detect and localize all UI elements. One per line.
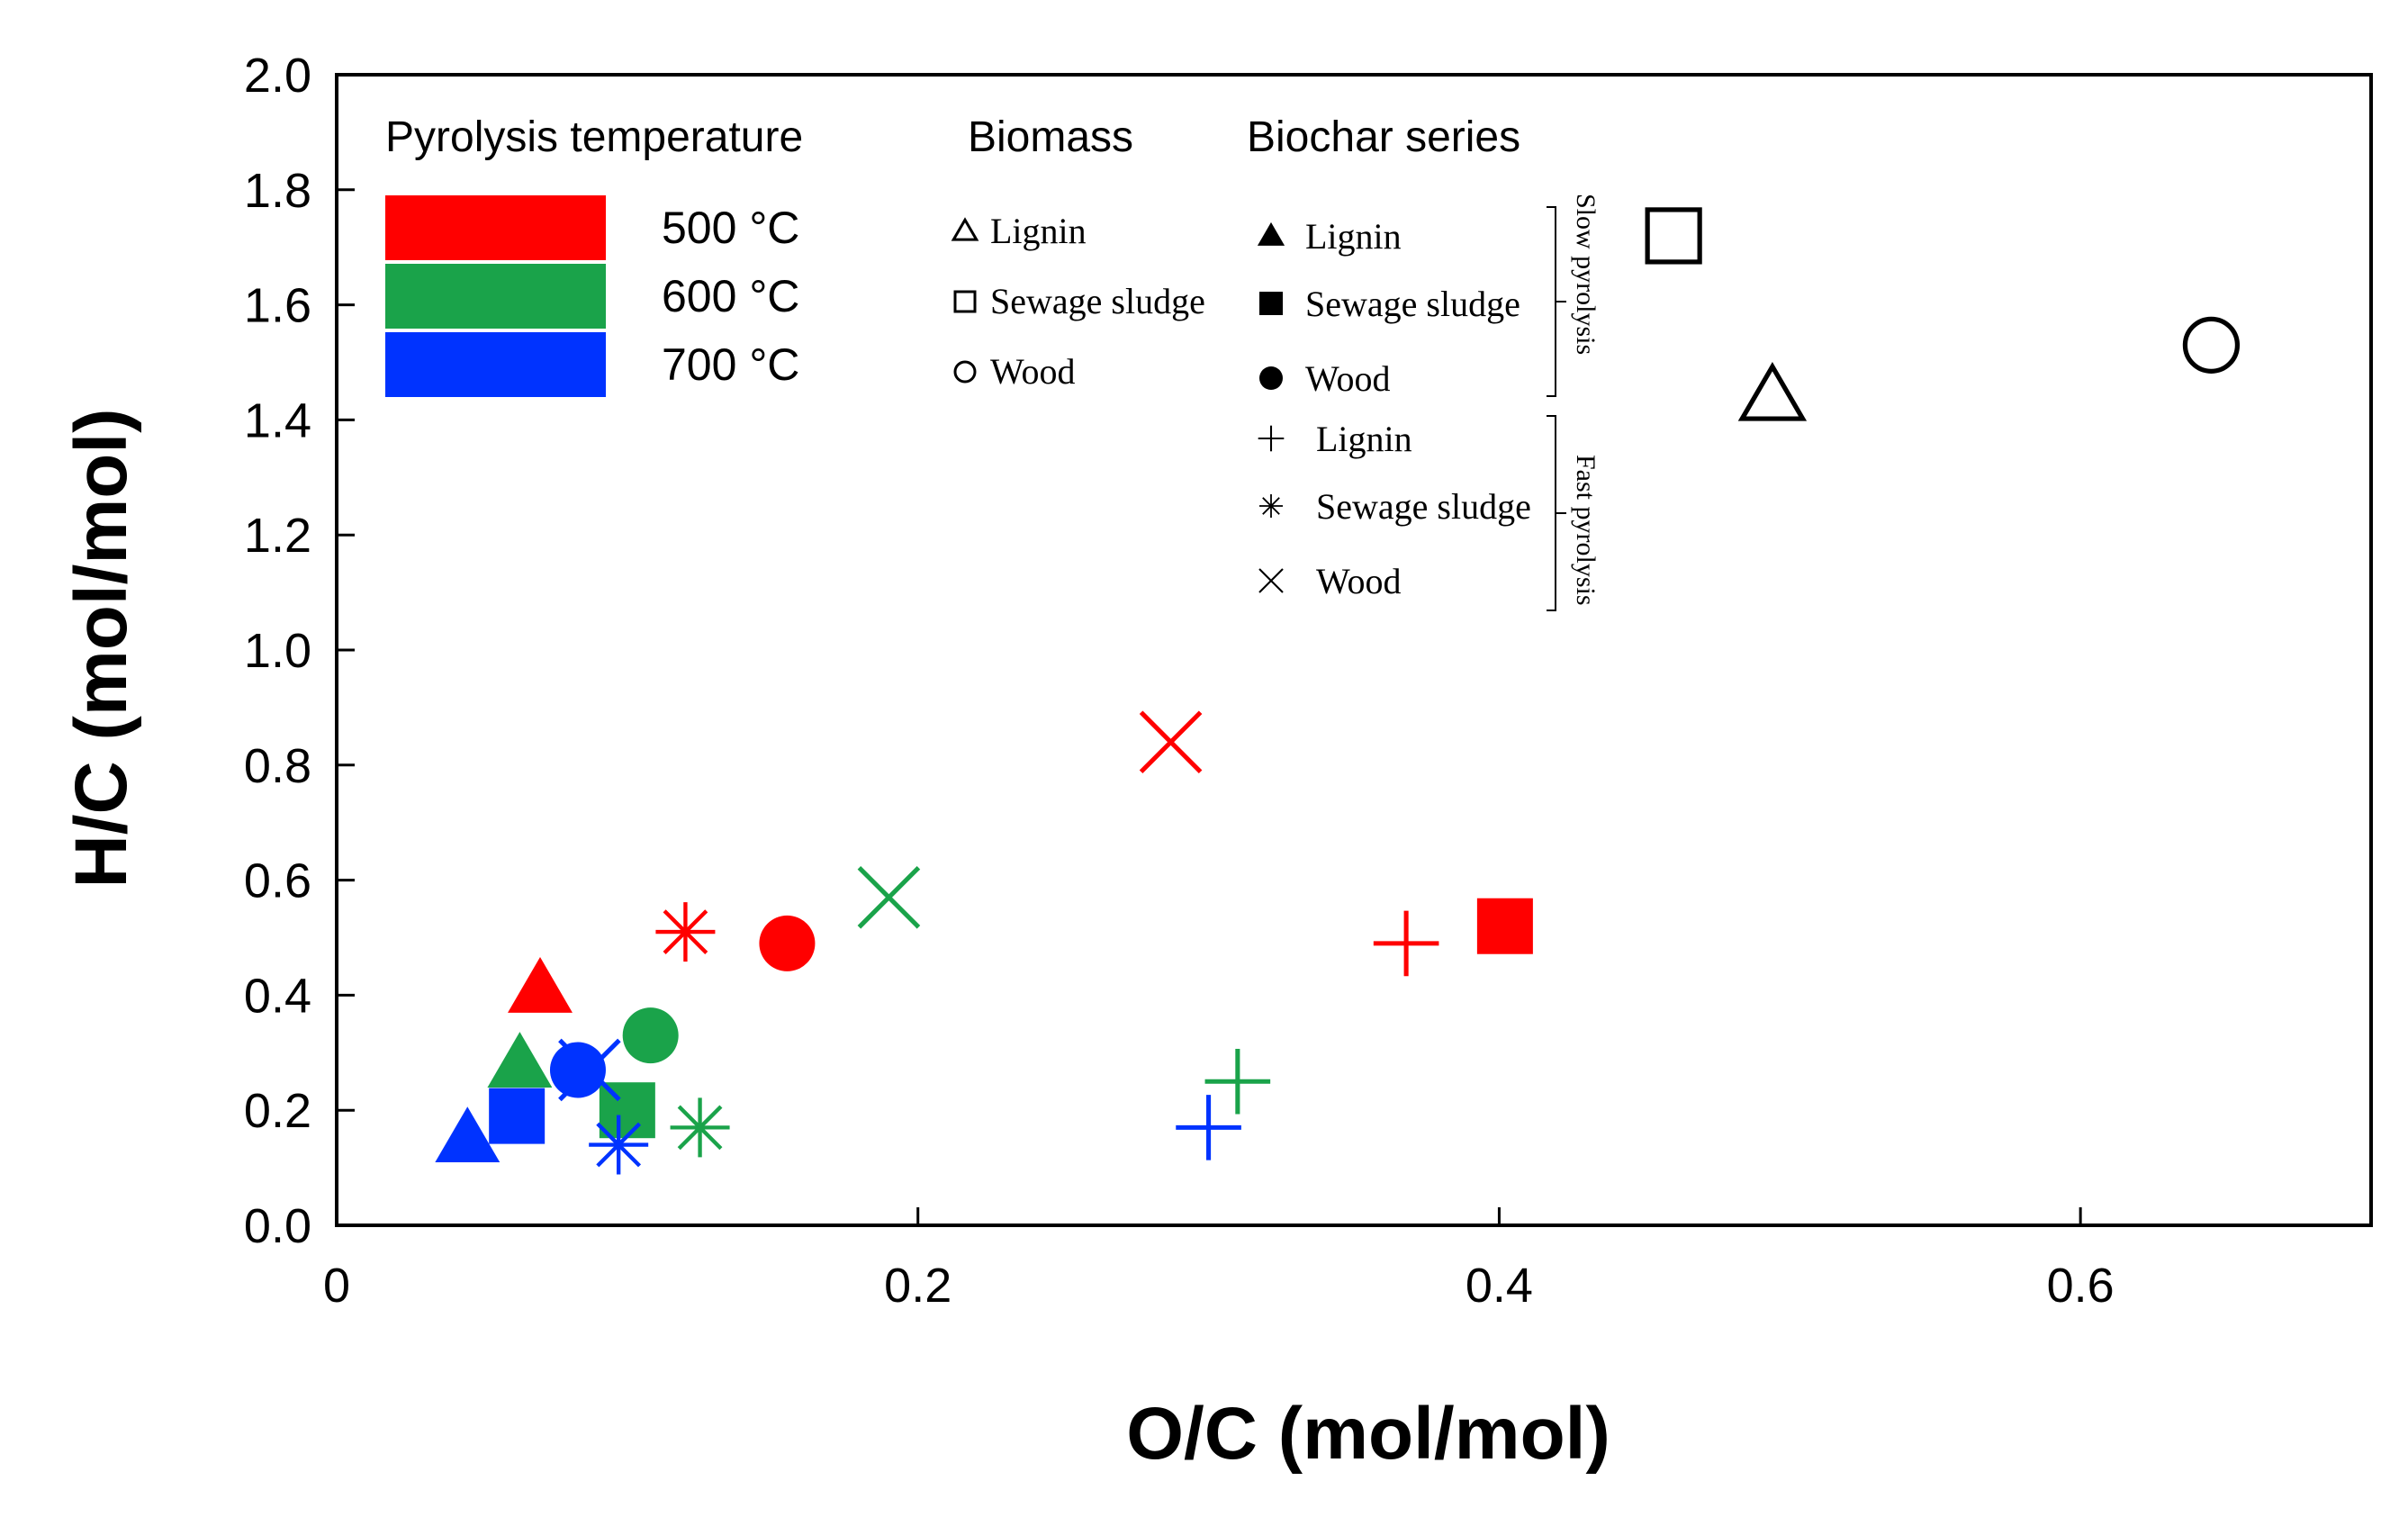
data-point [1176,1095,1241,1160]
legend-biomass-title: Biomass [968,113,1133,161]
data-point [759,915,816,971]
data-point [1373,910,1439,977]
data-point [1204,1048,1271,1115]
bracket-slow-pyrolysis [1547,206,1566,397]
x-tick-label: 0.6 [2047,1259,2115,1313]
legend-biochar-marker [1259,366,1283,390]
x-axis-title: O/C (mol/mol) [1126,1393,1610,1475]
legend-biochar-marker [1258,568,1284,593]
legend-biomass-marker [953,290,977,313]
legend-temperature-swatch [385,264,606,329]
legend-temperature-title: Pyrolysis temperature [385,113,803,161]
data-point [435,1106,501,1163]
legend-biochar-label: Lignin [1316,419,1412,459]
y-tick-label: 1.4 [244,393,311,447]
y-tick-label: 0.4 [244,969,311,1023]
y-axis: 0.0 0.2 0.4 0.6 0.8 1.0 1.2 1.4 1.6 1.8 2.0 [244,49,355,1253]
legend-biochar-label: Wood [1305,358,1391,399]
y-tick-label: 0.2 [244,1084,311,1138]
x-tick-label: 0 [323,1259,350,1313]
bracket-fast-pyrolysis [1547,415,1566,611]
data-point [508,957,573,1013]
legend-biochar-marker [1258,425,1285,452]
data-point [1645,207,1702,265]
legend-biomass-marker [951,217,979,241]
legend-biochar-label: Wood [1316,561,1402,601]
legend-temperature-swatch [385,195,606,260]
data-point [549,1042,606,1098]
legend-temperature-label: 700 °C [662,339,799,390]
y-tick-label: 0.0 [244,1199,311,1253]
data-point [670,1097,730,1158]
legend-biomass-label: Lignin [990,211,1087,251]
x-tick-label: 0.2 [884,1259,951,1313]
y-tick-label: 1.6 [244,279,311,333]
y-tick-label: 1.8 [244,164,311,218]
legend-biomass-label: Wood [990,351,1076,392]
legend-biochar-label: Lignin [1305,216,1402,257]
data-point [622,1007,679,1064]
legend-biomass-marker [953,360,977,384]
data-points [435,207,2241,1175]
data-point [489,1088,546,1144]
data-point [2182,316,2241,374]
legend-biochar-label: Sewage sludge [1305,284,1520,324]
legend-biochar-marker [1259,292,1283,315]
y-tick-label: 1.0 [244,624,311,678]
legend-biochar-marker [1257,221,1285,246]
bracket-slow-label: Slow pyrolysis [1571,194,1601,355]
data-point [655,902,716,962]
data-point [1476,898,1533,954]
legend-biochar-label: Sewage sludge [1316,486,1531,527]
y-tick-label: 2.0 [244,49,311,103]
y-tick-label: 0.6 [244,854,311,908]
data-point [1139,710,1203,774]
legend-temperature-swatch [385,332,606,397]
x-tick-label: 0.4 [1466,1259,1533,1313]
legend-temperature-label: 500 °C [662,203,799,253]
y-axis-title: H/C (mol/mol) [60,409,142,889]
y-tick-label: 0.8 [244,739,311,793]
x-axis: 0 0.2 0.4 0.6 [323,1207,2115,1313]
data-point [857,865,921,929]
legend-biochar-title: Biochar series [1247,113,1520,161]
y-tick-label: 1.2 [244,509,311,563]
data-point [589,1115,649,1175]
legend: Pyrolysis temperature 500 °C 600 °C 700 °C B… [385,113,1601,611]
bracket-fast-label: Fast pyrolysis [1571,455,1601,606]
legend-biomass-label: Sewage sludge [990,281,1205,321]
legend-temperature-label: 600 °C [662,271,799,321]
legend-biochar-marker [1259,494,1283,518]
data-point [487,1032,553,1088]
data-point [1737,362,1808,421]
